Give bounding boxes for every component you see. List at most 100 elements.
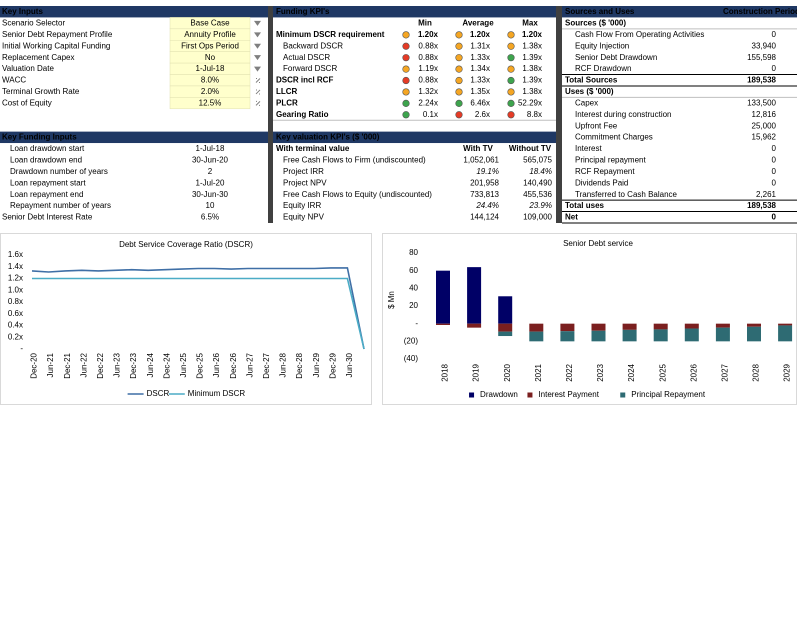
legend-label: Minimum DSCR	[188, 389, 246, 398]
bar-segment	[622, 323, 637, 330]
total-value: 0	[772, 213, 777, 222]
input-cell	[169, 97, 251, 110]
x-tick-label: Jun-22	[79, 352, 88, 377]
input-label: Drawdown number of years	[10, 167, 108, 176]
item-value: 0	[772, 30, 777, 39]
item-value: 0	[772, 144, 777, 153]
kpi-value: 0.88x	[418, 76, 438, 85]
bar-segment	[529, 331, 544, 342]
kpi-value: 1.38x	[522, 87, 542, 96]
y-tick-label: (40)	[404, 354, 419, 363]
status-indicator	[507, 88, 515, 96]
dropdown-icon	[254, 66, 261, 72]
total-label: Total uses	[565, 201, 605, 210]
bar-segment	[529, 323, 544, 332]
input-value: 8.0%	[201, 76, 219, 85]
x-tick-label: 2019	[472, 363, 481, 381]
input-value: 10	[206, 201, 215, 210]
item-label: Commitment Charges	[575, 133, 653, 142]
bar-segment	[498, 331, 513, 337]
column-header: Average	[462, 19, 494, 28]
y-tick-label: 0.2x	[8, 332, 23, 341]
input-value: 30-Jun-20	[192, 156, 229, 165]
x-tick-label: 2029	[783, 363, 792, 381]
column-header: Max	[522, 19, 538, 28]
panel-header	[0, 131, 268, 144]
dropdown-icon	[254, 55, 261, 61]
y-tick-label: 1.4x	[8, 262, 23, 271]
status-indicator	[507, 65, 515, 73]
kpi-value: 1.19x	[418, 64, 438, 73]
dropdown-icon	[254, 43, 261, 49]
input-label: Valuation Date	[2, 64, 54, 73]
item-value: 0	[772, 64, 777, 73]
x-tick-label: Dec-21	[63, 352, 72, 378]
chart-frame	[382, 233, 797, 405]
item-value: 133,500	[747, 98, 776, 107]
x-tick-label: 2023	[596, 363, 605, 381]
dropdown-icon	[254, 20, 261, 26]
kpi-value: 1.39x	[522, 53, 542, 62]
bar-segment	[653, 329, 668, 342]
item-label: Principal repayment	[575, 156, 646, 165]
section-title: Uses ($ '000)	[565, 87, 614, 96]
kpi-value: 109,000	[523, 213, 552, 222]
kpi-value: 0.88x	[418, 41, 438, 50]
input-label: Loan repayment end	[10, 190, 83, 199]
input-label: Initial Working Capital Funding	[2, 41, 110, 50]
input-label: WACC	[2, 76, 26, 85]
kpi-value: 565,075	[523, 156, 552, 165]
kpi-value: 24.4%	[475, 201, 499, 210]
x-tick-label: 2021	[534, 363, 543, 381]
x-tick-label: Jun-24	[146, 352, 155, 377]
kpi-value: 0.88x	[418, 53, 438, 62]
item-label: Interest	[575, 144, 602, 153]
kpi-label: Equity IRR	[283, 201, 321, 210]
kpi-value: 0.1x	[423, 110, 438, 119]
kpi-value: 6.46x	[470, 98, 490, 107]
status-indicator	[507, 42, 515, 50]
legend-label: Drawdown	[480, 390, 518, 399]
y-tick-label: -	[20, 344, 23, 353]
bar-segment	[436, 323, 450, 325]
x-tick-label: Dec-20	[30, 352, 39, 378]
item-label: Transferred to Cash Balance	[575, 190, 678, 199]
status-indicator	[507, 99, 515, 107]
kpi-value: 1,052,061	[463, 156, 499, 165]
kpi-value: 18.4%	[529, 167, 552, 176]
input-label: Terminal Growth Rate	[2, 87, 80, 96]
item-label: Senior Debt Drawdown	[575, 53, 657, 62]
x-tick-label: Jun-29	[312, 352, 321, 377]
x-tick-label: Jun-21	[46, 352, 55, 377]
item-value: 33,940	[752, 41, 777, 50]
y-tick-label: -	[415, 319, 418, 328]
legend-label: Interest Payment	[538, 390, 599, 399]
input-label: Replacement Capex	[2, 53, 74, 62]
x-tick-label: 2028	[752, 363, 761, 381]
bar-segment	[467, 323, 482, 328]
input-value: 2	[208, 167, 213, 176]
bar-segment	[653, 323, 668, 330]
x-tick-label: Dec-27	[262, 352, 271, 378]
bar-segment	[622, 329, 637, 342]
input-value: 30-Jun-30	[192, 190, 229, 199]
column-header: With TV	[463, 144, 493, 153]
item-value: 155,598	[747, 53, 776, 62]
chart-frame	[0, 233, 372, 405]
item-label: RCF Repayment	[575, 167, 635, 176]
legend-swatch	[469, 392, 475, 398]
total-value: 189,538	[747, 201, 776, 210]
kpi-label: Project IRR	[283, 167, 324, 176]
status-indicator	[402, 88, 410, 96]
item-label: Cash Flow From Operating Activities	[575, 30, 704, 39]
status-indicator	[455, 76, 463, 85]
panel-title: Key Funding Inputs	[2, 133, 77, 142]
y-tick-label: 1.6x	[8, 250, 23, 259]
bar-segment	[684, 323, 699, 329]
kpi-label: Backward DSCR	[283, 41, 343, 50]
data-line	[32, 277, 365, 350]
y-tick-label: 60	[409, 266, 418, 275]
input-label: Scenario Selector	[2, 19, 65, 28]
bar-segment	[747, 323, 761, 327]
